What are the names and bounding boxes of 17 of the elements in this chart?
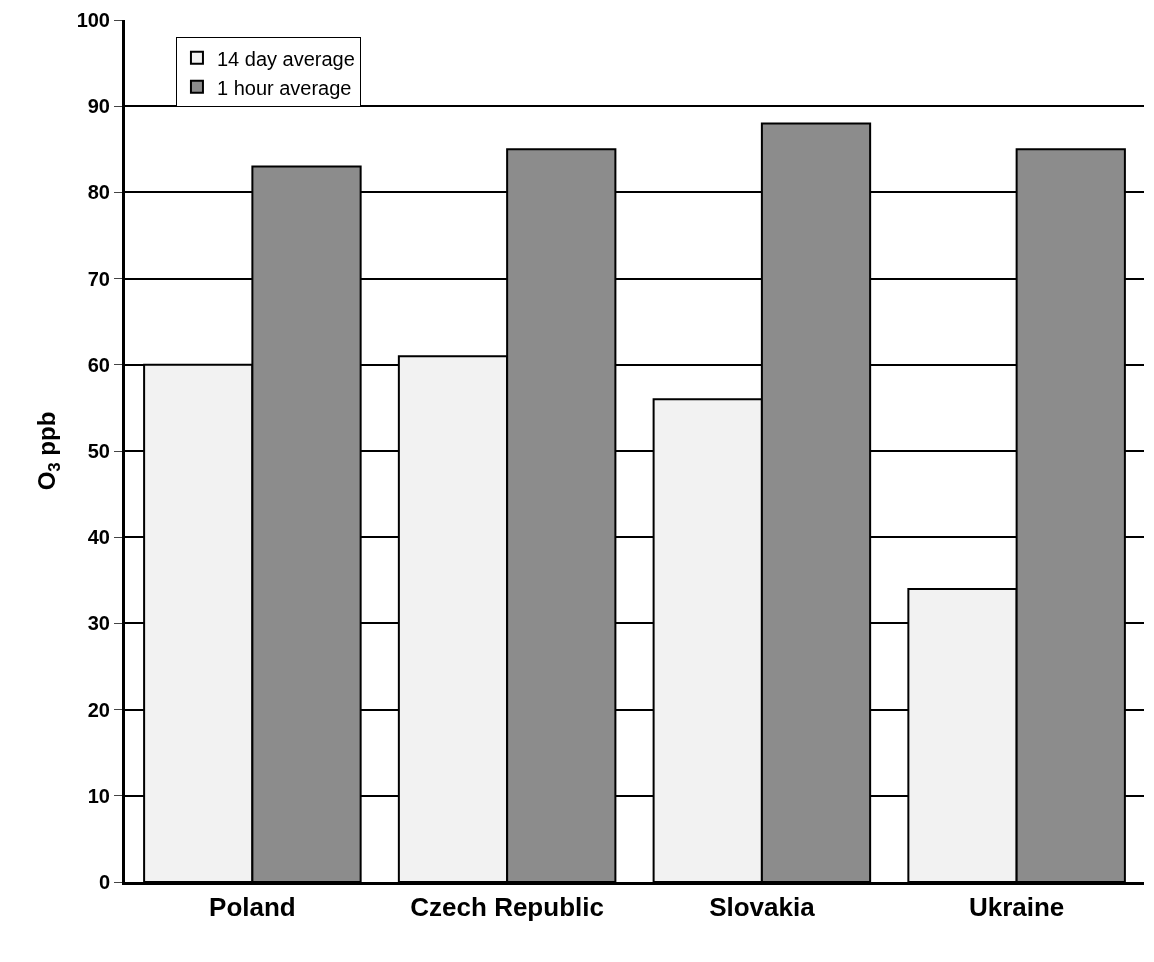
legend-label: 14 day average: [216, 47, 355, 70]
x-tick-label: Poland: [209, 892, 296, 923]
y-tick-label: 80: [87, 181, 110, 204]
y-tick-label: 100: [76, 9, 110, 31]
y-tick-label: 30: [87, 612, 110, 635]
legend-label: 1 hour average: [216, 76, 352, 99]
y-tick-label: 10: [87, 784, 110, 807]
y-tick-label: 50: [87, 440, 110, 462]
y-tick-label: 90: [87, 95, 110, 118]
x-tick-label: Slovakia: [709, 892, 816, 923]
x-tick-label: Ukraine: [968, 892, 1065, 923]
y-tick-label: 0: [98, 871, 110, 893]
x-tick-label: Czech Republic: [410, 892, 604, 923]
y-tick-label: 60: [87, 353, 110, 376]
y-tick-label: 40: [87, 526, 110, 549]
y-tick-label: 70: [87, 267, 110, 290]
y-tick-label: 20: [87, 698, 110, 721]
